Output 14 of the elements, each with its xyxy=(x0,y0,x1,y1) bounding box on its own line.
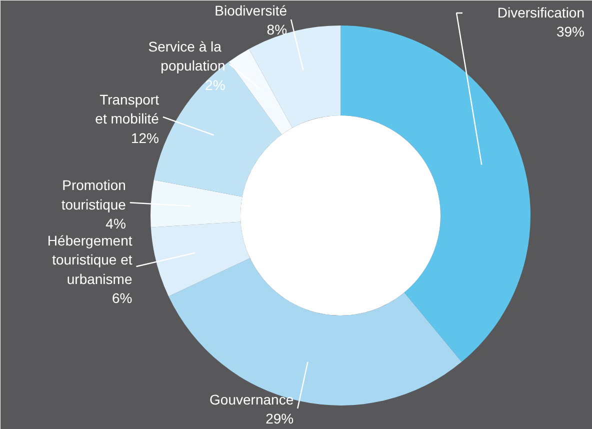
data-label: 39% xyxy=(556,24,585,40)
data-label: 8% xyxy=(266,22,288,38)
data-label: 2% xyxy=(205,76,226,93)
slice-label: Hébergement touristique et urbanisme xyxy=(47,232,132,287)
slice-label: Promotion touristique xyxy=(61,177,126,212)
slice-label: Gouvernance xyxy=(210,392,294,408)
data-label: 6% xyxy=(112,290,132,306)
slice-label: Service à la population xyxy=(148,38,226,74)
slice-label: Transport et mobilité xyxy=(95,92,160,127)
slice-label: Diversification xyxy=(497,4,585,20)
data-label: 29% xyxy=(266,410,294,427)
data-label: 12% xyxy=(130,130,159,146)
slice-label: Biodiversité xyxy=(214,2,288,18)
data-label: 4% xyxy=(106,216,126,232)
